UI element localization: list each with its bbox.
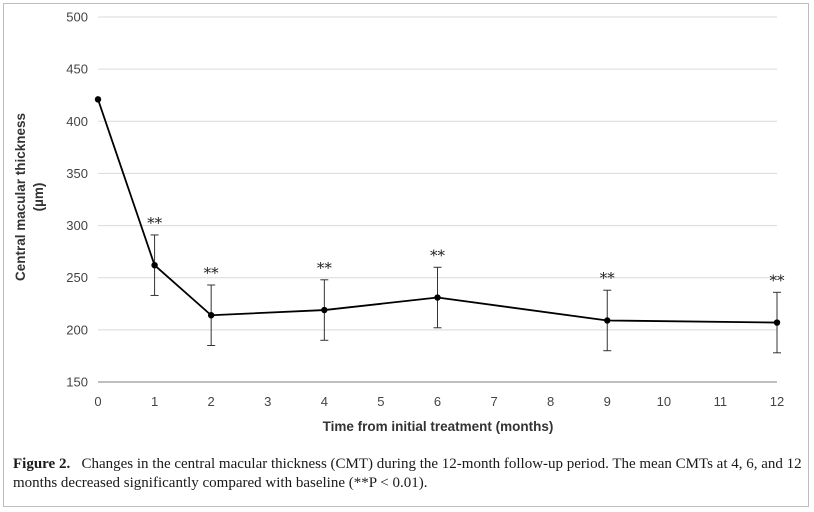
data-markers xyxy=(94,96,781,326)
y-tick-label-500: 500 xyxy=(66,10,88,25)
figure-frame xyxy=(3,3,809,507)
x-tick-label-8: 8 xyxy=(547,394,554,409)
data-point-1 xyxy=(151,262,158,269)
y-axis-title-line2: (µm) xyxy=(31,183,46,212)
data-point-0 xyxy=(94,96,102,103)
y-tick-label-200: 200 xyxy=(66,322,88,337)
y-tick-label-300: 300 xyxy=(66,218,88,233)
x-tick-label-7: 7 xyxy=(490,394,497,409)
y-axis-title-line1: Central macular thickness xyxy=(13,113,28,281)
x-tick-label-4: 4 xyxy=(321,394,328,409)
significance-label-2: ** xyxy=(204,264,220,282)
x-tick-label-6: 6 xyxy=(434,394,441,409)
significance-label-1: ** xyxy=(147,214,163,232)
figure-caption: Figure 2. Changes in the central macular… xyxy=(13,455,809,493)
data-point-9 xyxy=(604,317,611,324)
caption-text: Changes in the central macular thickness… xyxy=(13,456,802,491)
data-point-2 xyxy=(207,312,215,319)
x-tick-label-10: 10 xyxy=(657,394,671,409)
significance-label-4: ** xyxy=(317,259,333,277)
x-tick-label-0: 0 xyxy=(94,394,101,409)
y-tick-label-400: 400 xyxy=(66,114,88,129)
x-tick-label-1: 1 xyxy=(151,394,158,409)
significance-label-9: ** xyxy=(600,269,616,287)
x-tick-label-5: 5 xyxy=(377,394,384,409)
x-axis-ticks: 0 1 2 3 4 5 6 7 8 9 10 11 12 xyxy=(94,394,784,409)
y-axis-ticks: 150 200 250 300 350 400 450 500 xyxy=(66,10,88,390)
x-axis-title: Time from initial treatment (months) xyxy=(323,419,554,434)
y-tick-label-450: 450 xyxy=(66,62,88,77)
x-tick-label-2: 2 xyxy=(208,394,215,409)
y-tick-label-250: 250 xyxy=(66,270,88,285)
significance-label-6: ** xyxy=(430,246,446,264)
x-tick-label-12: 12 xyxy=(770,394,784,409)
error-bars xyxy=(150,234,781,354)
caption-label: Figure 2. xyxy=(13,456,71,472)
data-point-4 xyxy=(321,306,328,314)
significance-label-12: ** xyxy=(770,271,786,289)
x-tick-label-11: 11 xyxy=(714,394,728,409)
significance-markers: ** ** ** ** ** ** xyxy=(147,214,785,289)
data-point-12 xyxy=(773,319,781,326)
data-point-6 xyxy=(434,294,441,301)
y-tick-label-150: 150 xyxy=(66,375,88,390)
y-tick-label-350: 350 xyxy=(66,166,88,181)
x-tick-label-3: 3 xyxy=(264,394,271,409)
x-tick-label-9: 9 xyxy=(604,394,611,409)
